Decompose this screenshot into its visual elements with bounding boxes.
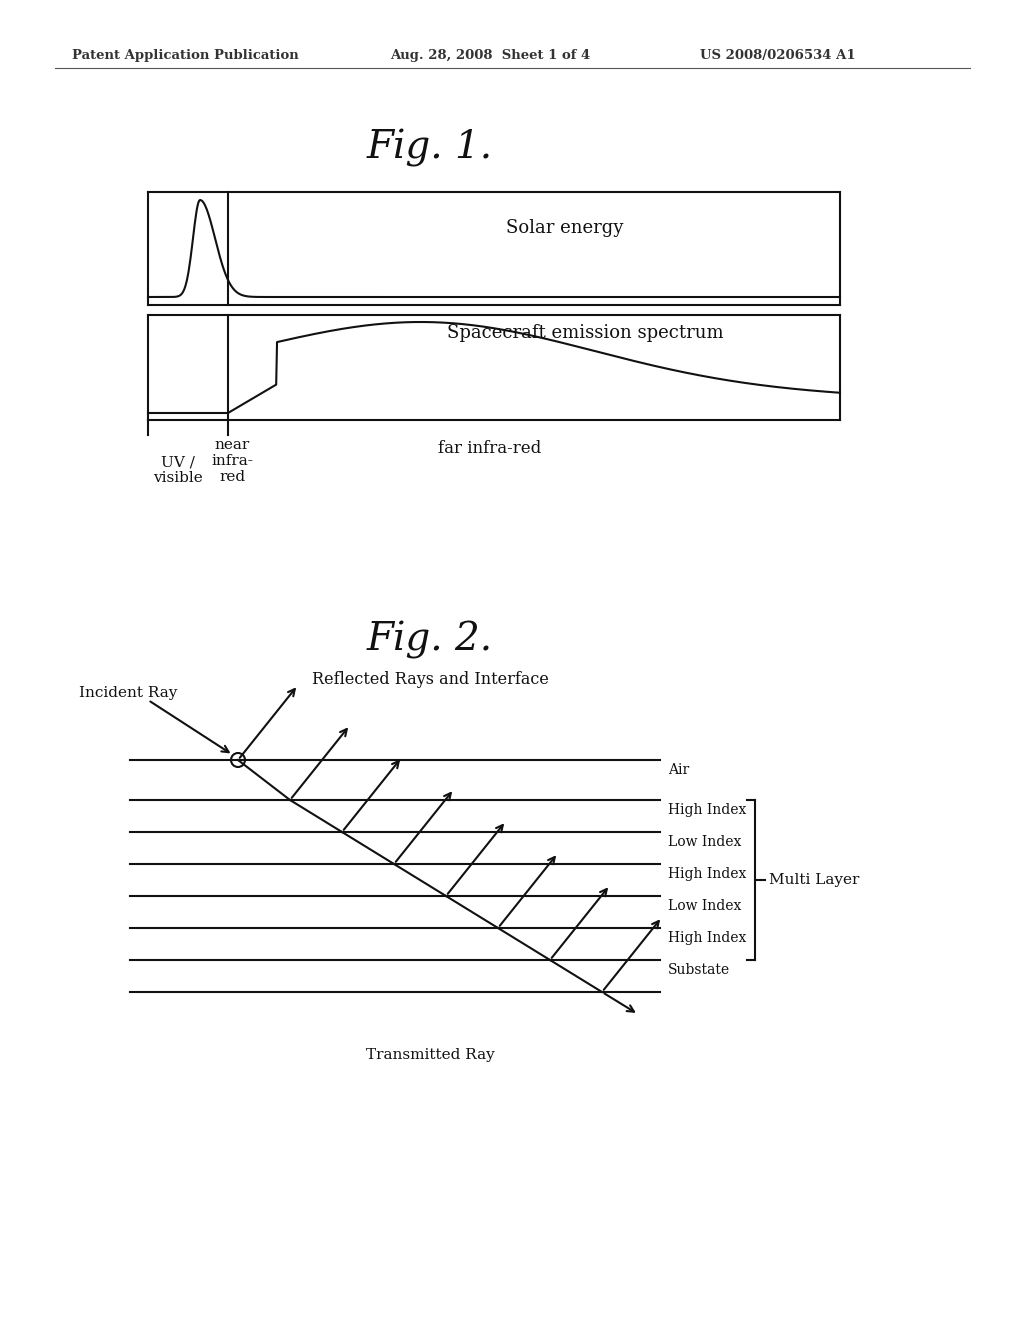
Text: Transmitted Ray: Transmitted Ray [366, 1048, 495, 1063]
Text: Patent Application Publication: Patent Application Publication [72, 49, 299, 62]
Text: Fig. 1.: Fig. 1. [367, 129, 494, 168]
Text: High Index: High Index [668, 803, 746, 817]
Text: Air: Air [668, 763, 689, 777]
Text: Incident Ray: Incident Ray [79, 686, 177, 700]
Text: Fig. 2.: Fig. 2. [367, 620, 494, 659]
Text: near
infra-
red: near infra- red [211, 438, 253, 484]
Text: High Index: High Index [668, 867, 746, 880]
Text: Substate: Substate [668, 964, 730, 977]
Text: Solar energy: Solar energy [506, 219, 624, 238]
Text: far infra-red: far infra-red [438, 440, 542, 457]
Text: Low Index: Low Index [668, 836, 741, 849]
Text: Aug. 28, 2008  Sheet 1 of 4: Aug. 28, 2008 Sheet 1 of 4 [390, 49, 590, 62]
Text: UV /
visible: UV / visible [154, 455, 203, 486]
Text: US 2008/0206534 A1: US 2008/0206534 A1 [700, 49, 856, 62]
Text: Reflected Rays and Interface: Reflected Rays and Interface [311, 672, 549, 689]
Text: Spacecraft emission spectrum: Spacecraft emission spectrum [446, 323, 723, 342]
Text: High Index: High Index [668, 931, 746, 945]
Text: Multi Layer: Multi Layer [769, 873, 859, 887]
Text: Low Index: Low Index [668, 899, 741, 913]
